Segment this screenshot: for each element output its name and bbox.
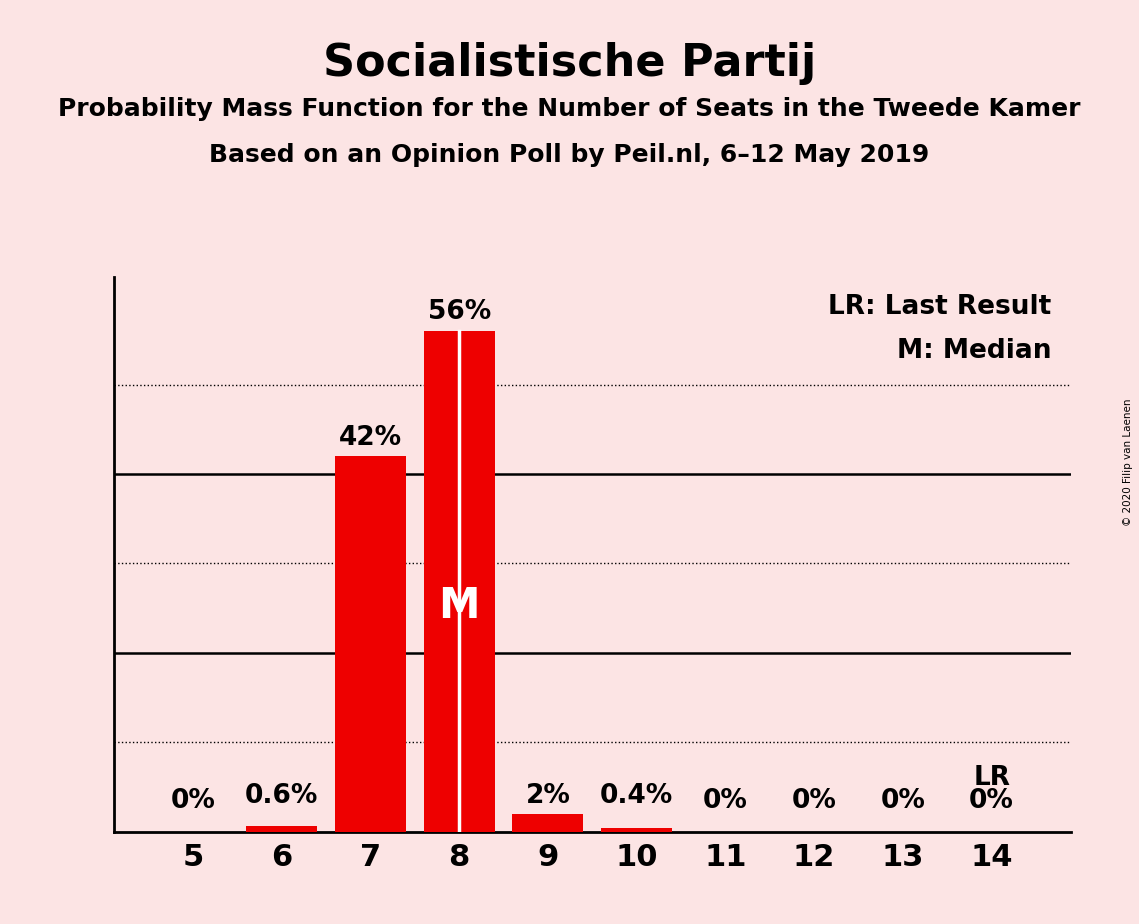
Text: 0.6%: 0.6% — [245, 784, 318, 809]
Text: LR: LR — [973, 765, 1010, 791]
Text: 0%: 0% — [703, 788, 748, 814]
Text: 0%: 0% — [792, 788, 837, 814]
Text: 2%: 2% — [525, 784, 571, 809]
Text: Socialistische Partij: Socialistische Partij — [322, 42, 817, 85]
Text: M: M — [439, 585, 480, 627]
Bar — [246, 826, 317, 832]
Text: Based on an Opinion Poll by Peil.nl, 6–12 May 2019: Based on an Opinion Poll by Peil.nl, 6–1… — [210, 143, 929, 167]
Bar — [513, 814, 583, 832]
Text: 0%: 0% — [969, 788, 1014, 814]
Text: 56%: 56% — [427, 299, 491, 325]
Text: 0%: 0% — [171, 788, 215, 814]
Bar — [424, 331, 494, 832]
Text: LR: Last Result: LR: Last Result — [828, 294, 1051, 320]
Text: M: Median: M: Median — [898, 338, 1051, 364]
Text: 42%: 42% — [338, 425, 402, 451]
Text: 0%: 0% — [880, 788, 925, 814]
Bar — [335, 456, 405, 832]
Text: Probability Mass Function for the Number of Seats in the Tweede Kamer: Probability Mass Function for the Number… — [58, 97, 1081, 121]
Text: 0.4%: 0.4% — [600, 784, 673, 809]
Text: © 2020 Filip van Laenen: © 2020 Filip van Laenen — [1123, 398, 1133, 526]
Bar — [601, 828, 672, 832]
